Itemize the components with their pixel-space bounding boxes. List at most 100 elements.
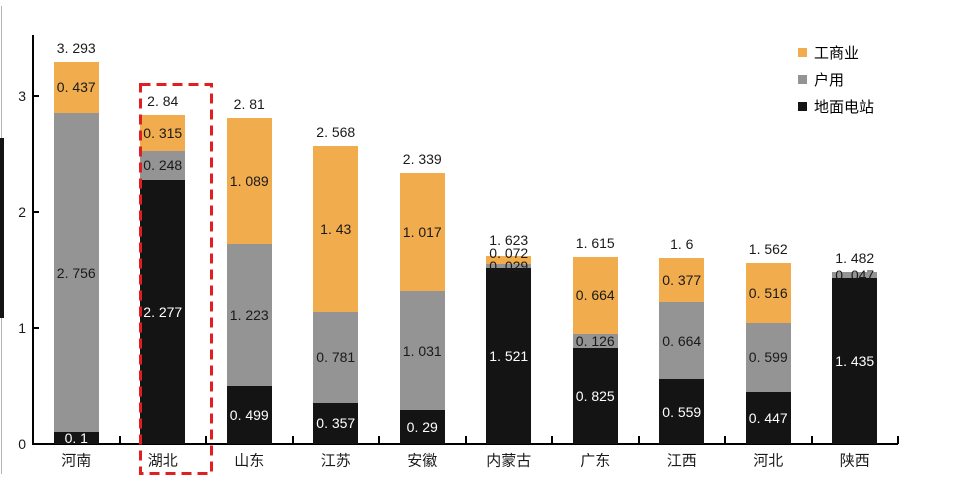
bar-segment-工商业 — [313, 146, 359, 312]
y-tick-label: 2 — [18, 204, 26, 220]
segment-value-label: 0. 499 — [229, 407, 269, 424]
bar-segment-工商业 — [572, 256, 618, 334]
segment-value-label: 0. 072 — [489, 244, 529, 261]
bar-segment-工商业 — [486, 255, 532, 265]
segment-value-label: 1. 089 — [229, 173, 269, 190]
legend-item: 户用 — [798, 71, 874, 89]
segment-value-label: 0. 664 — [662, 332, 702, 349]
y-tick — [33, 327, 39, 329]
x-axis — [32, 443, 898, 445]
segment-value-label: 0. 357 — [316, 415, 356, 432]
segment-value-label: 0. 599 — [748, 349, 788, 366]
category-label: 江苏 — [320, 452, 351, 470]
segment-value-label: 0. 1 — [64, 430, 88, 447]
bar-segment-地面电站 — [745, 392, 791, 444]
segment-value-label: 0. 126 — [575, 332, 615, 349]
bar-segment-工商业 — [399, 172, 445, 291]
x-tick — [551, 436, 553, 444]
category-label: 内蒙古 — [486, 452, 532, 470]
legend-label: 地面电站 — [814, 99, 875, 116]
total-value-label: 1. 623 — [489, 231, 529, 248]
total-value-label: 2. 81 — [233, 95, 265, 112]
segment-value-label: 0. 315 — [143, 124, 183, 141]
bar-segment-地面电站 — [486, 267, 532, 444]
x-tick — [724, 436, 726, 444]
x-tick — [810, 436, 813, 444]
bar-segment-工商业 — [53, 62, 99, 113]
segment-value-label: 0. 248 — [143, 157, 183, 174]
x-tick — [378, 436, 380, 444]
total-value-label: 1. 6 — [670, 236, 694, 253]
category-label: 河北 — [753, 452, 784, 470]
bar-segment-地面电站 — [313, 402, 359, 444]
total-value-label: 2. 568 — [316, 124, 356, 141]
bar-segment-地面电站 — [53, 432, 99, 444]
bar-segment-地面电站 — [572, 348, 618, 444]
segment-value-label: 0. 781 — [316, 349, 356, 366]
category-label: 河南 — [61, 452, 92, 470]
y-axis — [32, 35, 34, 445]
total-value-label: 2. 339 — [402, 150, 442, 167]
total-value-label: 1. 482 — [835, 250, 875, 267]
segment-value-label: 1. 031 — [402, 342, 442, 359]
bar-segment-工商业 — [226, 117, 272, 245]
x-tick — [637, 436, 640, 444]
legend-item: 工商业 — [798, 44, 874, 62]
y-tick-label: 1 — [18, 320, 26, 336]
x-tick — [205, 436, 207, 444]
bar-segment-户用 — [659, 302, 705, 380]
bar-segment-地面电站 — [832, 277, 878, 444]
y-tick-label: 0 — [18, 436, 26, 452]
total-value-label: 2. 84 — [147, 92, 179, 109]
bar-segment-地面电站 — [659, 379, 705, 444]
category-label: 广东 — [580, 452, 611, 470]
bar-segment-工商业 — [745, 262, 791, 323]
bar-segment-地面电站 — [226, 386, 272, 444]
segment-value-label: 2. 277 — [143, 303, 183, 320]
legend-label: 工商业 — [814, 45, 860, 62]
x-tick — [118, 436, 121, 444]
segment-value-label: 1. 521 — [489, 347, 529, 364]
bar-segment-户用 — [832, 272, 878, 278]
bar-segment-户用 — [313, 311, 359, 403]
segment-value-label: 1. 017 — [402, 223, 442, 240]
legend-swatch-icon — [798, 75, 807, 84]
segment-value-label: 0. 447 — [748, 410, 788, 427]
bar-segment-户用 — [53, 112, 99, 433]
segment-value-label: 1. 435 — [835, 352, 875, 369]
legend: 工商业 户用 地面电站 — [798, 44, 875, 116]
x-tick — [464, 436, 467, 444]
bar-segment-户用 — [572, 333, 618, 349]
total-value-label: 1. 562 — [748, 240, 788, 257]
total-value-label: 3. 293 — [56, 40, 96, 56]
category-label: 陕西 — [839, 452, 870, 470]
category-label: 安徽 — [407, 452, 438, 470]
segment-value-label: 0. 516 — [748, 284, 788, 301]
segment-value-label: 0. 559 — [662, 403, 702, 420]
bar-segment-户用 — [745, 322, 791, 393]
segment-value-label: 0. 664 — [575, 287, 615, 304]
segment-value-label: 0. 437 — [56, 79, 96, 96]
total-value-label: 1. 615 — [575, 234, 615, 251]
y-tick — [33, 95, 39, 97]
bar-segment-户用 — [399, 290, 445, 411]
bar-segment-工商业 — [659, 258, 705, 303]
legend-swatch-icon — [798, 102, 807, 111]
segment-value-label: 1. 43 — [320, 221, 352, 238]
segment-value-label: 0. 377 — [662, 272, 702, 289]
bar-segment-户用 — [226, 244, 272, 387]
legend-swatch-icon — [798, 48, 807, 57]
category-label: 江西 — [666, 452, 697, 470]
category-label: 湖北 — [147, 452, 178, 470]
bar-segment-户用 — [486, 264, 532, 268]
x-tick — [897, 436, 899, 444]
segment-value-label: 0. 29 — [406, 419, 438, 436]
y-tick — [33, 211, 39, 213]
segment-value-label: 0. 029 — [489, 257, 529, 274]
segment-value-label: 2. 756 — [56, 264, 96, 281]
category-label: 山东 — [234, 452, 265, 470]
legend-item: 地面电站 — [798, 98, 875, 116]
segment-value-label: 0. 825 — [575, 388, 615, 405]
legend-label: 户用 — [814, 72, 845, 89]
